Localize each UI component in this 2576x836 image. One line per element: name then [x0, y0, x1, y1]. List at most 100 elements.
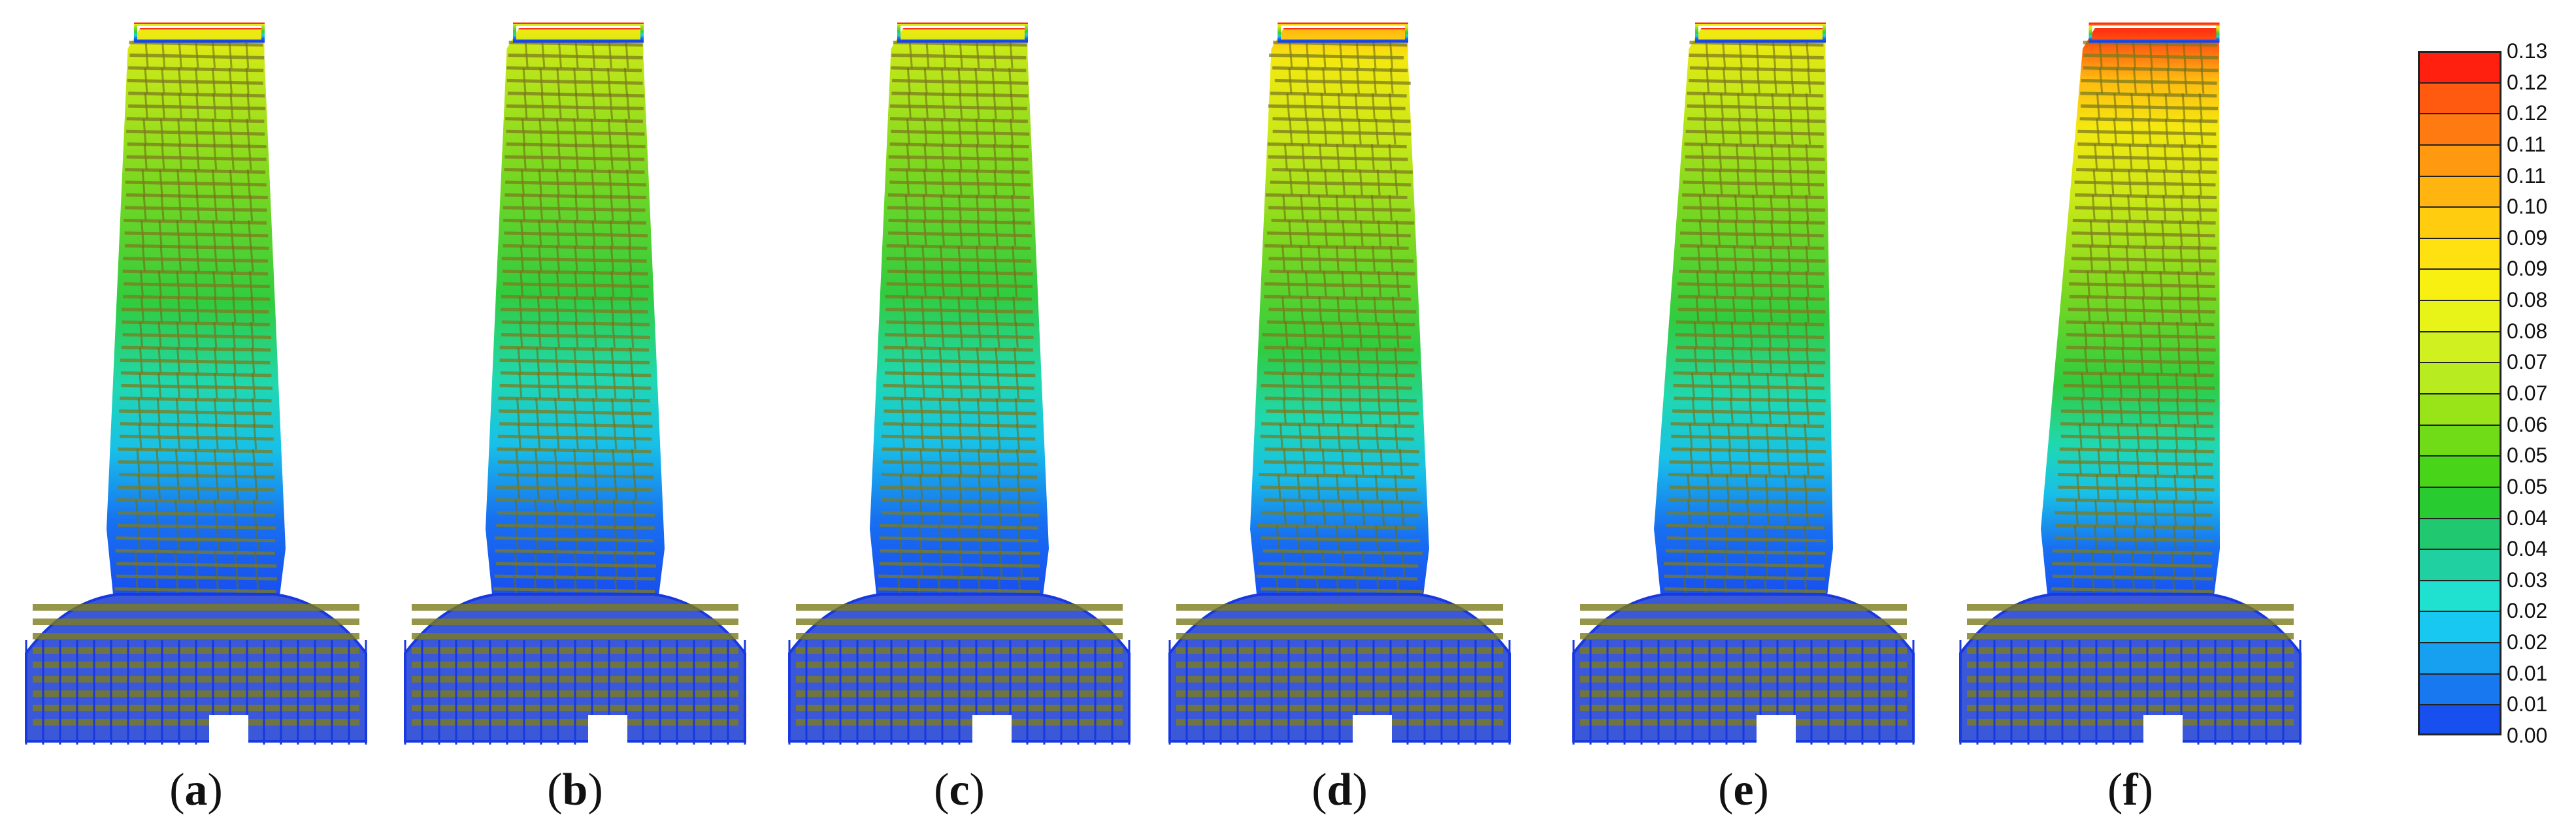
floor-line [1268, 206, 1411, 212]
colorbar-tick-label: 0.02 [2507, 630, 2548, 654]
column-line [1372, 67, 1377, 94]
floor-line [497, 511, 655, 517]
column-line [993, 42, 997, 69]
column-line [1389, 67, 1394, 94]
column-line [1388, 195, 1393, 221]
column-line [998, 500, 1002, 526]
colorbar-tick-label: 0.08 [2507, 319, 2548, 343]
column-line [246, 169, 251, 196]
floor-line [1664, 562, 1825, 568]
column-line [1806, 398, 1810, 425]
column-line [230, 144, 235, 170]
column-line [1017, 525, 1021, 552]
column-line [2174, 423, 2179, 450]
column-line [629, 271, 633, 298]
colorbar-segment [2418, 486, 2502, 518]
floor-line [1258, 562, 1419, 568]
floor-line [118, 460, 274, 466]
column-line [1375, 118, 1379, 145]
column-line [1379, 449, 1384, 475]
floor-line [1268, 308, 1416, 314]
column-line [1786, 449, 1791, 475]
column-line [632, 423, 636, 450]
floor-line [2060, 409, 2214, 415]
floor-line [884, 358, 1035, 364]
floor-line [504, 231, 648, 238]
column-line [606, 67, 611, 94]
floor-line [1680, 257, 1826, 263]
column-line [1395, 372, 1399, 399]
column-line [231, 321, 236, 348]
color-scale-frame [2418, 51, 2502, 735]
column-line [608, 42, 612, 69]
colorbar-segment [2418, 51, 2502, 82]
floor-line [1683, 180, 1824, 187]
floor-line [887, 206, 1030, 212]
column-line [2193, 423, 2198, 450]
floor-line [1267, 231, 1411, 238]
floor-line [2051, 562, 2213, 568]
floor-line [1685, 129, 1825, 136]
floor-line [1689, 53, 1824, 59]
floor-line [886, 282, 1033, 289]
floor-line [497, 434, 652, 441]
colorbar-tick-label: 0.04 [2507, 537, 2548, 561]
floor-line [1666, 536, 1826, 543]
column-line [610, 347, 615, 374]
column-line [1011, 169, 1016, 196]
column-line [632, 500, 636, 526]
column-line [1395, 220, 1400, 247]
column-line [628, 246, 633, 272]
column-line [993, 246, 998, 272]
podium-notch [588, 715, 627, 745]
floor-line [1260, 485, 1417, 492]
column-line [1375, 423, 1379, 450]
column-line [1010, 118, 1014, 145]
column-line [1019, 551, 1023, 577]
column-line [2198, 169, 2202, 196]
column-line [1388, 144, 1393, 170]
floor-line [495, 536, 654, 543]
column-line [2195, 271, 2200, 298]
column-line [229, 118, 233, 145]
floor-line [2055, 536, 2214, 543]
column-line [1392, 118, 1396, 145]
colorbar-tick-label: 0.01 [2507, 692, 2548, 716]
panel-label-a: (a) [169, 765, 223, 815]
floor-line [114, 587, 276, 594]
color-scale-bar [2418, 51, 2502, 735]
column-line [246, 118, 250, 145]
column-line [625, 169, 630, 196]
floor-line [126, 129, 265, 136]
column-line [1010, 93, 1014, 120]
column-line [633, 474, 637, 501]
colorbar-segment [2418, 455, 2502, 487]
column-line [232, 347, 237, 374]
column-line [1010, 144, 1015, 170]
colorbar-tick-label: 0.04 [2507, 506, 2548, 530]
column-line [2174, 449, 2179, 475]
column-line [614, 551, 618, 577]
floor-line [889, 104, 1027, 110]
column-line [233, 500, 238, 526]
column-line [627, 220, 632, 247]
column-line [1014, 271, 1018, 298]
colorbar-segment [2418, 268, 2502, 300]
podium-notch [1353, 715, 1392, 745]
column-line [1378, 271, 1382, 298]
column-line [1395, 271, 1400, 298]
column-line [2198, 195, 2202, 221]
column-line [1805, 449, 1809, 475]
column-line [1016, 423, 1020, 450]
floor-line [882, 460, 1038, 466]
floor-line [1260, 434, 1415, 441]
column-line [612, 500, 617, 526]
floor-line [1262, 333, 1412, 339]
column-line [1395, 525, 1399, 552]
column-line [1014, 321, 1019, 348]
floor-line [120, 434, 274, 441]
column-line [1806, 220, 1810, 247]
panel-label-e: (e) [1718, 765, 1769, 815]
column-line [250, 321, 255, 348]
